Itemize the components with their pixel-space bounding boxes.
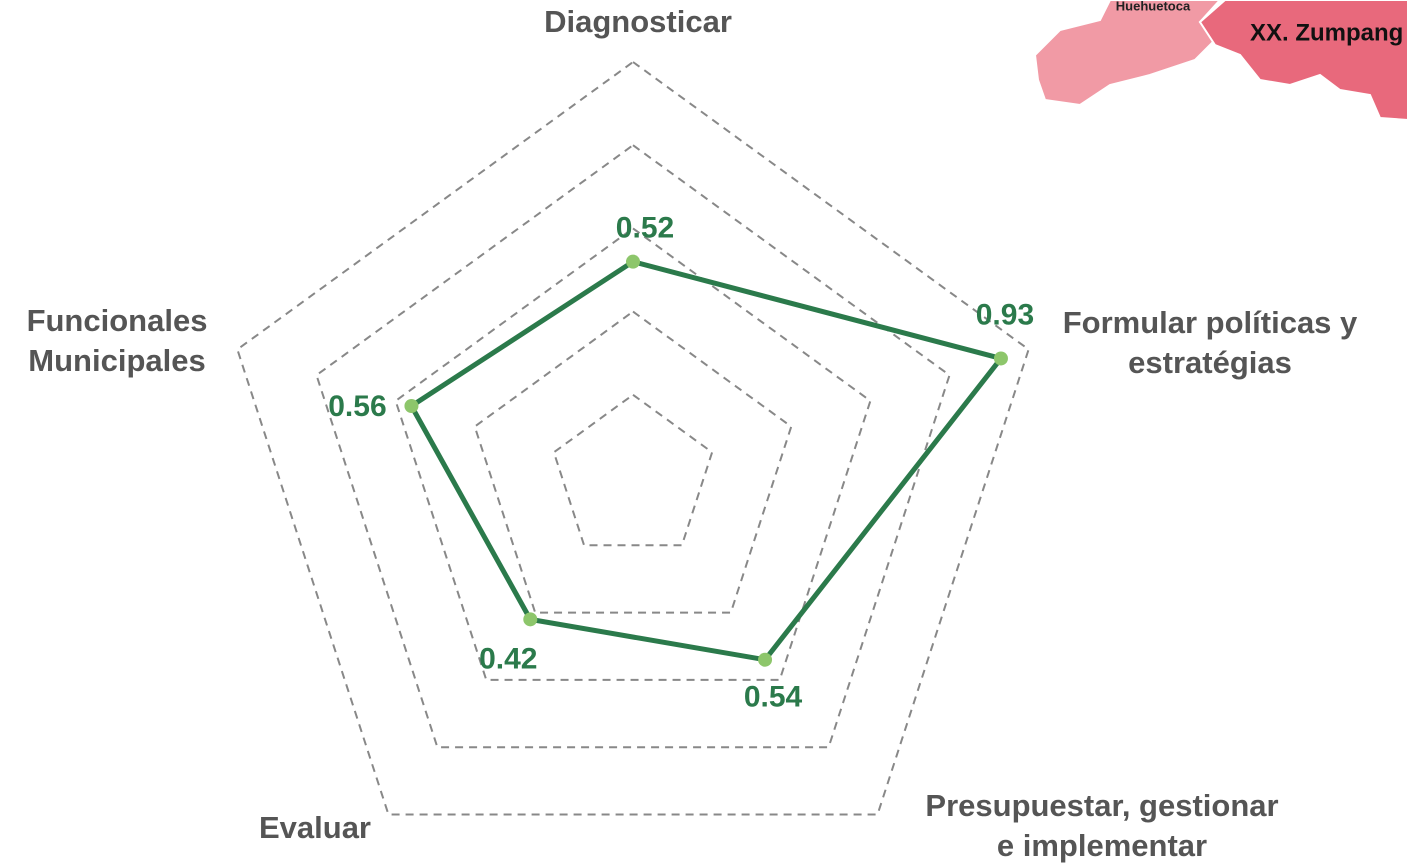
axis-label: Formular políticas y bbox=[1063, 305, 1358, 340]
series-line bbox=[408, 259, 1004, 663]
data-point bbox=[404, 399, 419, 414]
grid-ring bbox=[315, 143, 951, 749]
map-label: XX. Zumpang bbox=[1250, 19, 1403, 46]
value-label: 0.56 bbox=[328, 390, 386, 423]
grid-ring bbox=[394, 227, 872, 681]
axis-label: Diagnosticar bbox=[544, 4, 732, 39]
map-label: Huehuetoca bbox=[1116, 0, 1191, 13]
axis-label: Evaluar bbox=[259, 810, 371, 845]
axis-label: Funcionales bbox=[27, 303, 208, 338]
value-label: 0.42 bbox=[479, 642, 537, 675]
data-point bbox=[758, 652, 773, 667]
axis-label: estratégias bbox=[1128, 345, 1292, 380]
grid-ring bbox=[473, 310, 793, 614]
axis-label: Presupuestar, gestionar bbox=[925, 788, 1278, 823]
map-inset: Huehuetoca XX. Zumpang bbox=[1033, 0, 1408, 122]
grid-ring bbox=[236, 60, 1030, 816]
value-label: 0.52 bbox=[616, 212, 674, 245]
data-point bbox=[993, 351, 1008, 366]
data-point bbox=[523, 612, 538, 627]
map-region bbox=[1033, 0, 1222, 107]
value-label: 0.93 bbox=[976, 298, 1034, 331]
map-region bbox=[1198, 0, 1408, 122]
axis-label: Municipales bbox=[28, 343, 205, 378]
grid-ring bbox=[552, 393, 714, 547]
axis-label: e implementar bbox=[997, 828, 1207, 863]
data-point bbox=[626, 254, 640, 269]
value-label: 0.54 bbox=[744, 681, 803, 714]
